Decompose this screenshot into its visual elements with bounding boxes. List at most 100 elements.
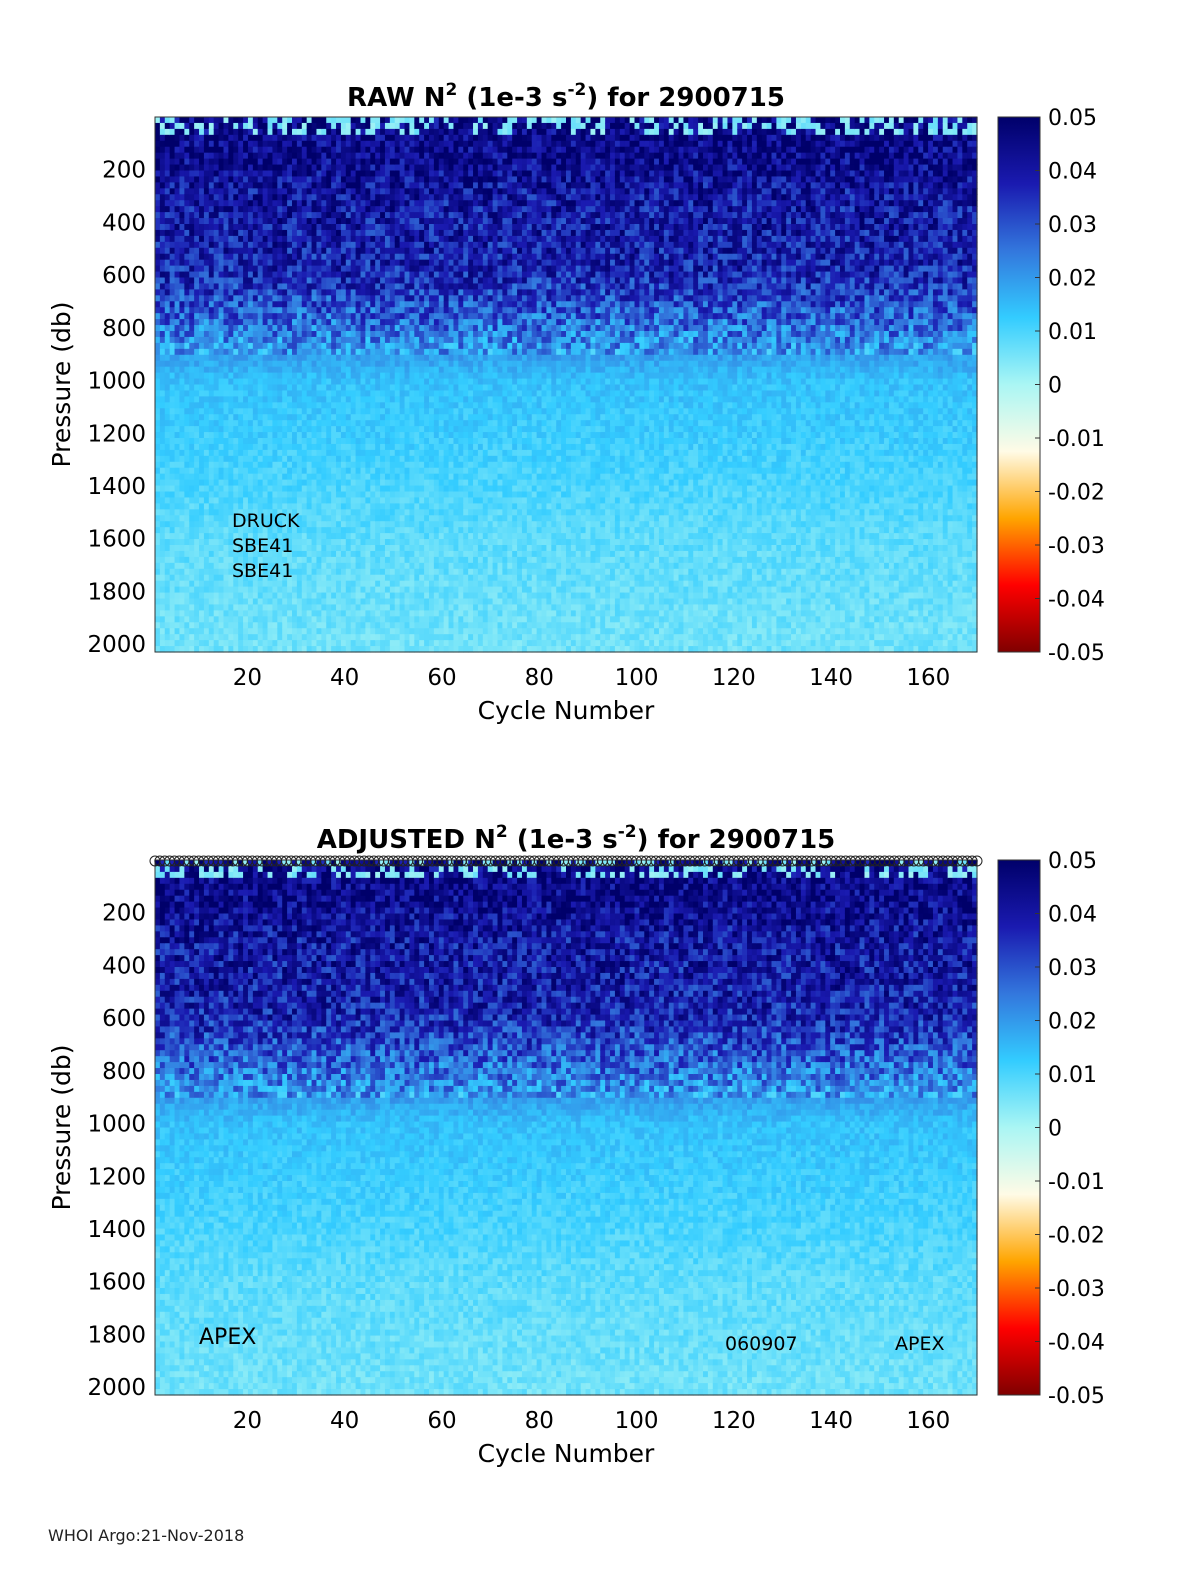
heatmap-cell [184,604,190,611]
heatmap-cell [208,473,215,481]
heatmap-cell [272,515,278,522]
heatmap-cell [243,634,249,641]
heatmap-cell [306,432,313,439]
heatmap-cell [252,473,259,481]
heatmap-cell [267,610,274,617]
heatmap-cell [233,152,239,160]
heatmap-cell [218,509,225,516]
heatmap-cell [238,128,244,136]
heatmap-cell [174,265,181,273]
heatmap-cell [228,515,234,522]
heatmap-cell [316,509,322,516]
heatmap-cell [184,218,190,225]
heatmap-cell [208,402,215,409]
heatmap-cell [262,331,269,338]
heatmap-cell [199,182,205,189]
heatmap-cell [301,533,308,540]
heatmap-cell [203,491,210,499]
heatmap-cell [257,610,264,617]
heatmap-cell [360,461,366,469]
heatmap-cell [203,467,210,475]
heatmap-cell [301,646,308,653]
heatmap-cell [311,348,318,356]
heatmap-cell [243,152,249,160]
heatmap-cell [155,574,161,582]
heatmap-cell [169,533,176,540]
heatmap-cell [233,372,239,380]
heatmap-cell [223,402,229,409]
heatmap-cell [321,206,327,213]
heatmap-cell [287,378,293,386]
heatmap-cell [262,432,269,439]
heatmap-cell [399,253,406,261]
heatmap-cell [301,194,308,201]
heatmap-cell [365,491,371,499]
heatmap-cell [282,170,288,178]
heatmap-cell [184,598,190,606]
heatmap-cell [370,592,376,600]
heatmap-cell [228,117,234,124]
heatmap-cell [316,646,322,653]
heatmap-cell [189,122,195,130]
heatmap-cell [350,443,357,451]
heatmap-cell [370,218,376,225]
heatmap-cell [155,491,161,499]
heatmap-cell [321,152,327,160]
heatmap-cell [257,354,264,362]
heatmap-cell [199,390,205,397]
heatmap-cell [292,503,298,510]
heatmap-cell [424,307,430,314]
heatmap-cell [257,366,264,374]
heatmap-cell [189,628,195,635]
heatmap-cell [262,378,269,386]
heatmap-cell [257,598,264,606]
heatmap-cell [311,360,318,368]
heatmap-cell [404,604,411,611]
heatmap-cell [238,241,244,249]
heatmap-cell [296,485,303,493]
heatmap-cell [321,461,327,469]
heatmap-cell [184,152,190,160]
heatmap-cell [404,259,411,267]
heatmap-cell [159,319,166,326]
heatmap-cell [336,426,342,433]
heatmap-cell [326,158,332,166]
heatmap-cell [223,384,229,392]
heatmap-cell [399,509,406,516]
heatmap-cell [424,319,430,326]
heatmap-cell [306,402,313,409]
heatmap-cell [247,140,254,148]
heatmap-cell [360,646,366,653]
heatmap-cell [252,396,259,403]
heatmap-cell [399,241,406,249]
heatmap-cell [394,253,401,261]
heatmap-cell [189,384,195,392]
heatmap-cell [208,117,215,124]
heatmap-cell [243,259,249,267]
heatmap-cell [389,325,396,332]
heatmap-cell [350,295,357,302]
heatmap-cell [345,283,352,290]
heatmap-cell [228,449,234,457]
heatmap-cell [321,164,327,172]
heatmap-cell [218,438,225,445]
heatmap-cell [292,598,298,606]
heatmap-cell [311,378,318,386]
heatmap-cell [194,461,200,469]
heatmap-cell [336,241,342,249]
heatmap-cell [233,360,239,368]
heatmap-cell [384,634,391,641]
heatmap-cell [316,253,322,261]
heatmap-cell [404,146,411,154]
heatmap-cell [414,497,420,504]
heatmap-cell [155,117,161,124]
heatmap-cell [155,580,161,588]
heatmap-cell [326,152,332,160]
heatmap-cell [350,348,357,356]
heatmap-cell [404,176,411,183]
heatmap-cell [277,253,283,261]
title-sup1: 2 [446,80,458,100]
heatmap-cell [345,640,352,647]
heatmap-cell [252,229,259,237]
heatmap-cell [189,117,195,124]
